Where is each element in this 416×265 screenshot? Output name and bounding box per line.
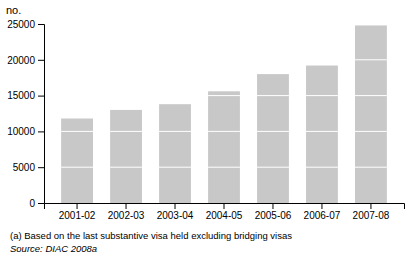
x-tick-mark xyxy=(272,203,273,209)
bar-separator xyxy=(61,131,93,132)
y-tick-label: 5000 xyxy=(13,162,36,173)
y-tick-mark xyxy=(38,60,44,61)
y-tick-mark xyxy=(38,203,44,204)
y-tick: 0 xyxy=(29,198,44,209)
x-tick-mark xyxy=(77,203,78,209)
y-tick: 25000 xyxy=(7,19,44,30)
y-axis: 0 5000 10000 15000 20000 25000 xyxy=(7,19,44,209)
x-tick: 2003-04 xyxy=(157,203,194,221)
bar xyxy=(208,91,240,203)
x-tick-label: 2006-07 xyxy=(304,210,341,221)
bar-separator xyxy=(110,167,142,168)
x-tick-mark xyxy=(175,203,176,209)
bar-separator xyxy=(306,95,338,96)
bar-separator xyxy=(208,131,240,132)
bar-separator xyxy=(355,95,387,96)
y-tick-label: 20000 xyxy=(7,55,35,66)
bar-separator xyxy=(257,95,289,96)
y-tick-label: 25000 xyxy=(7,19,35,30)
bar-separator xyxy=(355,131,387,132)
y-tick-label: 15000 xyxy=(7,90,35,101)
bar-separator xyxy=(306,167,338,168)
bar xyxy=(61,119,93,203)
x-tick: 2005-06 xyxy=(255,203,292,221)
y-axis-line xyxy=(38,25,45,204)
y-tick-mark xyxy=(38,96,44,97)
bar-separator xyxy=(257,131,289,132)
x-tick-mark xyxy=(224,203,225,209)
x-tick: 2007-08 xyxy=(353,203,390,221)
chart: 05000100001500020000250002001-022002-032… xyxy=(0,0,416,265)
x-tick-mark xyxy=(321,203,322,209)
x-tick-label: 2002-03 xyxy=(108,210,145,221)
y-tick: 15000 xyxy=(7,90,44,101)
x-axis: 2001-02 2002-03 2003-04 2004-05 2005-06 2006-… xyxy=(45,203,405,221)
bar-separator xyxy=(208,167,240,168)
bar-separator xyxy=(257,167,289,168)
bar-separator xyxy=(159,167,191,168)
bar-separator xyxy=(110,131,142,132)
bar-separator xyxy=(61,167,93,168)
y-tick: 5000 xyxy=(13,162,44,173)
y-tick-mark xyxy=(38,24,44,25)
footnote: (a) Based on the last substantive visa h… xyxy=(10,230,292,241)
x-tick: 2002-03 xyxy=(108,203,145,221)
bar-separator xyxy=(355,167,387,168)
bar xyxy=(306,66,338,203)
x-tick-label: 2003-04 xyxy=(157,210,194,221)
y-axis-label: no. xyxy=(6,4,21,16)
bar xyxy=(257,74,289,203)
x-axis-line xyxy=(45,204,405,210)
x-tick: 2001-02 xyxy=(59,203,96,221)
x-tick-label: 2005-06 xyxy=(255,210,292,221)
y-tick-mark xyxy=(38,167,44,168)
y-tick-mark xyxy=(38,131,44,132)
x-tick: 2006-07 xyxy=(304,203,341,221)
x-tick-mark xyxy=(126,203,127,209)
footnote: Source: DIAC 2008a xyxy=(10,243,97,254)
bar-separator xyxy=(306,131,338,132)
x-tick-mark xyxy=(370,203,371,209)
bar xyxy=(355,25,387,203)
x-tick: 2004-05 xyxy=(206,203,243,221)
y-tick: 20000 xyxy=(7,55,44,66)
x-tick-label: 2007-08 xyxy=(353,210,390,221)
bar xyxy=(110,110,142,203)
y-tick: 10000 xyxy=(7,126,44,137)
bar-separator xyxy=(355,59,387,60)
bar-separator xyxy=(208,95,240,96)
plot: 05000100001500020000250002001-022002-032… xyxy=(7,19,404,221)
bars xyxy=(61,25,387,203)
x-tick-label: 2001-02 xyxy=(59,210,96,221)
x-tick-label: 2004-05 xyxy=(206,210,243,221)
bar-separator xyxy=(159,131,191,132)
y-tick-label: 0 xyxy=(29,198,35,209)
y-tick-label: 10000 xyxy=(7,126,35,137)
bar xyxy=(159,104,191,203)
